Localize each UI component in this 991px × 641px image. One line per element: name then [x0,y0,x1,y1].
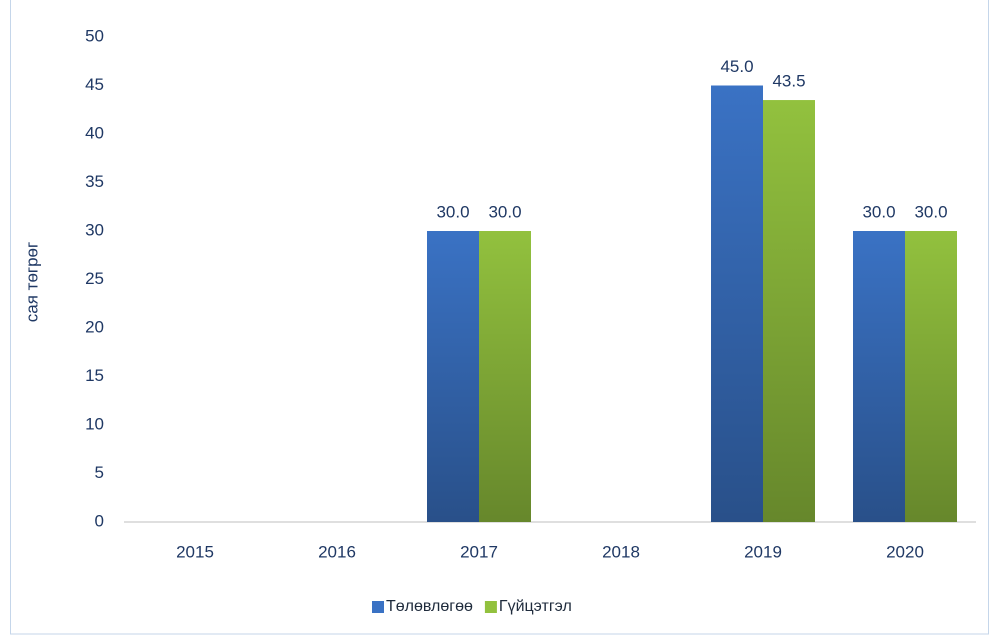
y-tick-label: 50 [85,26,104,45]
data-label: 43.5 [772,72,805,91]
data-label: 30.0 [436,202,469,221]
data-label: 30.0 [862,202,895,221]
x-tick-label: 2019 [744,542,782,561]
bar-shade [711,85,763,522]
x-tick-label: 2015 [176,542,214,561]
y-tick-label: 20 [85,317,104,336]
y-axis-label: сая төгрөг [22,242,41,322]
y-tick-label: 10 [85,414,104,433]
data-label: 45.0 [720,57,753,76]
legend-swatch [372,601,384,613]
y-tick-label: 0 [95,511,104,530]
legend-label: Төлөвлөгөө [386,598,473,615]
bar-shade [427,231,479,522]
bar-shade [905,231,957,522]
bar-shade [853,231,905,522]
y-tick-label: 30 [85,220,104,239]
x-tick-label: 2017 [460,542,498,561]
y-tick-label: 40 [85,123,104,142]
chart-frame [10,0,989,635]
legend-swatch [484,601,497,613]
y-tick-label: 45 [85,75,104,94]
data-label: 30.0 [914,202,947,221]
legend-label: Гүйцэтгэл [499,598,572,615]
x-tick-label: 2020 [886,542,924,561]
bar-shade [479,231,531,522]
x-tick-label: 2016 [318,542,356,561]
y-tick-label: 35 [85,172,104,191]
y-tick-label: 5 [95,463,104,482]
y-tick-label: 25 [85,269,104,288]
bar-shade [763,100,815,523]
data-label: 30.0 [488,202,521,221]
x-tick-label: 2018 [602,542,640,561]
y-tick-label: 15 [85,366,104,385]
